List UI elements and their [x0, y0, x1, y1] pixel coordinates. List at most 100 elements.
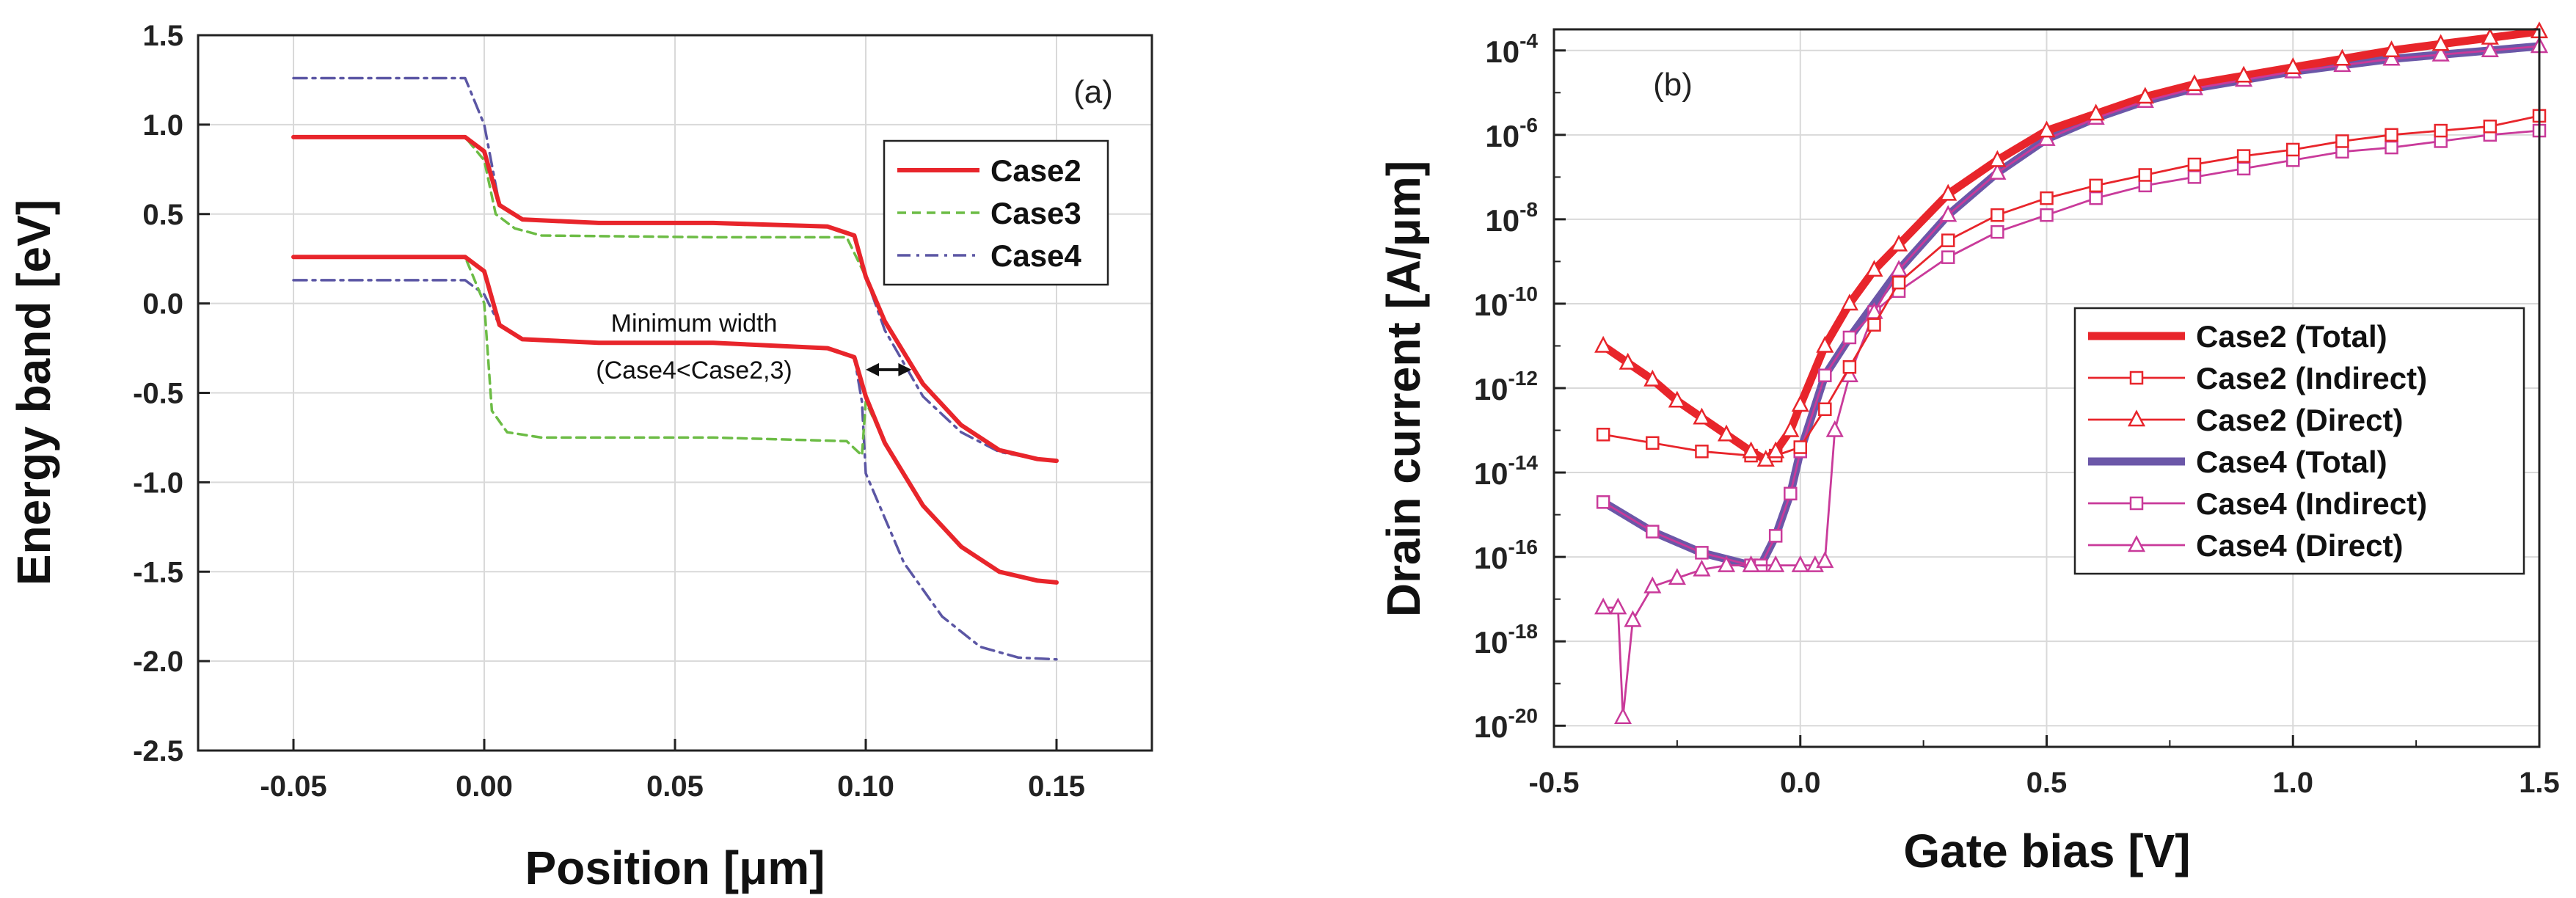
panel-a-annotation-arrow: [866, 362, 912, 376]
panel-b-point-case2-indirect: [2089, 178, 2103, 193]
panel-b-point-case4-indirect: [2236, 161, 2251, 176]
panel-b-ytick-label: 10-12: [1474, 367, 1538, 406]
panel-b-point-case2-direct: [1619, 352, 1637, 370]
panel-b-ytick-label: 10-4: [1485, 29, 1538, 69]
panel-b-point-case2-direct: [1717, 424, 1736, 442]
panel-b-xtick-label: 0.0: [1780, 767, 1821, 799]
panel-b-point-case4-direct: [1717, 555, 1736, 572]
panel-a-xtick-label: 0.00: [456, 770, 513, 803]
panel-b-point-case2-direct: [2136, 87, 2154, 104]
panel-b-legend-label-case4-indirect: Case4 (Indirect): [2196, 486, 2427, 521]
panel-b-legend-box: [2073, 307, 2525, 575]
panel-b-point-case2-indirect: [1695, 445, 1709, 459]
panel-b-point-case2-indirect: [2187, 157, 2202, 172]
panel-b-point-case2-indirect: [2040, 191, 2054, 205]
panel-a-series-case2-conduction: [291, 134, 1059, 464]
panel-b-legend-marker-case2-indirect: [2129, 370, 2144, 385]
panel-b-xtick-label: 1.0: [2272, 767, 2313, 799]
panel-b-point-case2-direct: [1791, 395, 1809, 412]
panel-b-point-case2-indirect: [1793, 440, 1807, 454]
panel-b-series-case2-direct: [1594, 21, 2549, 467]
panel-b-point-case4-indirect: [1646, 525, 1660, 539]
panel-b-point-case4-indirect: [1784, 486, 1798, 501]
panel-b-point-case4-indirect: [2187, 170, 2202, 184]
panel-b-xtick-label: 0.5: [2026, 767, 2068, 799]
panel-b-legend-marker-case4-indirect: [2129, 496, 2144, 511]
panel-b-drain-current-chart: -0.5 0.0 0.5 1.0 1.5 10-4 10-6 10-8 10-10 10-12 10…: [1377, 21, 2560, 877]
panel-b-legend-label-case4-direct: Case4 (Direct): [2196, 528, 2403, 563]
panel-b-point-case2-indirect: [1867, 318, 1881, 332]
panel-b-point-case2-indirect: [2286, 142, 2300, 157]
panel-a-ytick-label: -0.5: [133, 378, 183, 410]
panel-a-ytick-label: 1.0: [142, 109, 183, 142]
panel-b-point-case2-indirect: [1842, 359, 1857, 374]
annotation-arrow-head-right: [898, 362, 912, 376]
panel-a-ticks: -0.05 0.00 0.05 0.10 0.15 1.5 1.0 0.5 0.0 -0.5 -1.…: [133, 20, 1085, 803]
panel-a-ytick-label: -2.0: [133, 646, 183, 678]
panel-b-point-case4-direct: [1613, 707, 1632, 724]
panel-b-point-case4-indirect: [1768, 529, 1783, 543]
panel-b-ytick-label: 10-6: [1485, 114, 1538, 153]
panel-b-ytick-label: 10-18: [1474, 620, 1538, 660]
panel-b-point-case4-indirect: [1695, 546, 1709, 560]
panel-b-point-case2-direct: [1668, 390, 1686, 408]
panel-b-point-case4-indirect: [1991, 224, 2004, 239]
panel-b-point-case4-direct: [2431, 44, 2450, 62]
panel-b-point-case2-direct: [1767, 441, 1785, 459]
panel-b-point-case4-direct: [1988, 162, 2007, 180]
panel-b-xlabel: Gate bias [V]: [1903, 825, 2190, 877]
panel-b-legend-label-case2-total: Case2 (Total): [2196, 319, 2387, 354]
panel-b-point-case2-indirect: [1818, 402, 1832, 417]
panel-b-point-case4-direct: [1609, 597, 1627, 615]
panel-a-annotation-line1: Minimum width: [611, 310, 778, 337]
panel-b-point-case4-indirect: [2040, 208, 2054, 222]
panel-b-point-case2-direct: [1865, 260, 1883, 277]
panel-a-ytick-label: -2.5: [133, 735, 183, 767]
panel-b-point-case2-indirect: [2138, 168, 2153, 182]
panel-b-point-case2-direct: [2333, 48, 2351, 66]
panel-b-point-case2-indirect: [2385, 128, 2398, 142]
panel-b-curves: [1594, 21, 2549, 724]
panel-a-ytick-label: 1.5: [142, 20, 183, 52]
panel-b-ytick-label: 10-16: [1474, 536, 1538, 575]
panel-b-point-case4-direct: [1643, 576, 1662, 594]
annotation-arrow-head-left: [866, 362, 879, 376]
panel-b-point-case4-indirect: [1818, 368, 1832, 382]
panel-a-legend-box: [883, 139, 1109, 286]
panel-b-point-case4-direct: [2382, 48, 2401, 66]
panel-b-point-case4-direct: [1825, 420, 1844, 437]
panel-a-curves: [291, 76, 1059, 661]
panel-b-point-case4-direct: [1594, 597, 1613, 615]
panel-b-point-case2-direct: [1988, 150, 2007, 167]
panel-b-point-case4-indirect: [1842, 330, 1857, 345]
panel-b-point-case2-direct: [2037, 120, 2056, 138]
panel-b-point-case4-direct: [1865, 302, 1883, 319]
panel-b-xtick-label: -0.5: [1529, 767, 1580, 799]
panel-b-point-case2-direct: [1594, 335, 1613, 353]
panel-b-point-case2-direct: [2284, 57, 2302, 75]
panel-b-point-case2-direct: [2481, 27, 2499, 45]
panel-b-point-case4-direct: [1767, 555, 1785, 572]
panel-b-ytick-label: 10-10: [1474, 282, 1538, 322]
panel-b-point-case4-direct: [1889, 260, 1908, 277]
panel-b-point-case4-direct: [1791, 555, 1809, 572]
panel-a-xtick-label: 0.05: [646, 770, 704, 803]
panel-a-annotation-line2: (Case4<Case2,3): [596, 357, 792, 384]
panel-b-legend-label-case2-indirect: Case2 (Indirect): [2196, 361, 2427, 395]
panel-b-point-case2-direct: [1643, 369, 1662, 387]
panel-b-point-case2-indirect: [2236, 149, 2251, 163]
panel-b-point-case4-indirect: [2089, 191, 2103, 205]
panel-b-legend-marker-case4-direct: [2127, 535, 2146, 552]
panel-a-series-case2-valence: [291, 255, 1059, 585]
panel-b-point-case4-direct: [1624, 610, 1642, 627]
panel-b-xtick-label: 1.5: [2519, 767, 2560, 799]
panel-a-xlabel: Position [μm]: [525, 842, 825, 894]
panel-b-point-case2-direct: [1742, 441, 1760, 459]
panel-a-ytick-label: -1.0: [133, 467, 183, 499]
panel-b-point-case2-direct: [1840, 293, 1858, 311]
panel-b-point-case4-direct: [1816, 551, 1834, 569]
panel-b-point-case4-direct: [1668, 568, 1686, 585]
panel-a-ylabel: Energy band [eV]: [7, 200, 60, 585]
panel-b-point-case2-direct: [1889, 234, 1908, 252]
